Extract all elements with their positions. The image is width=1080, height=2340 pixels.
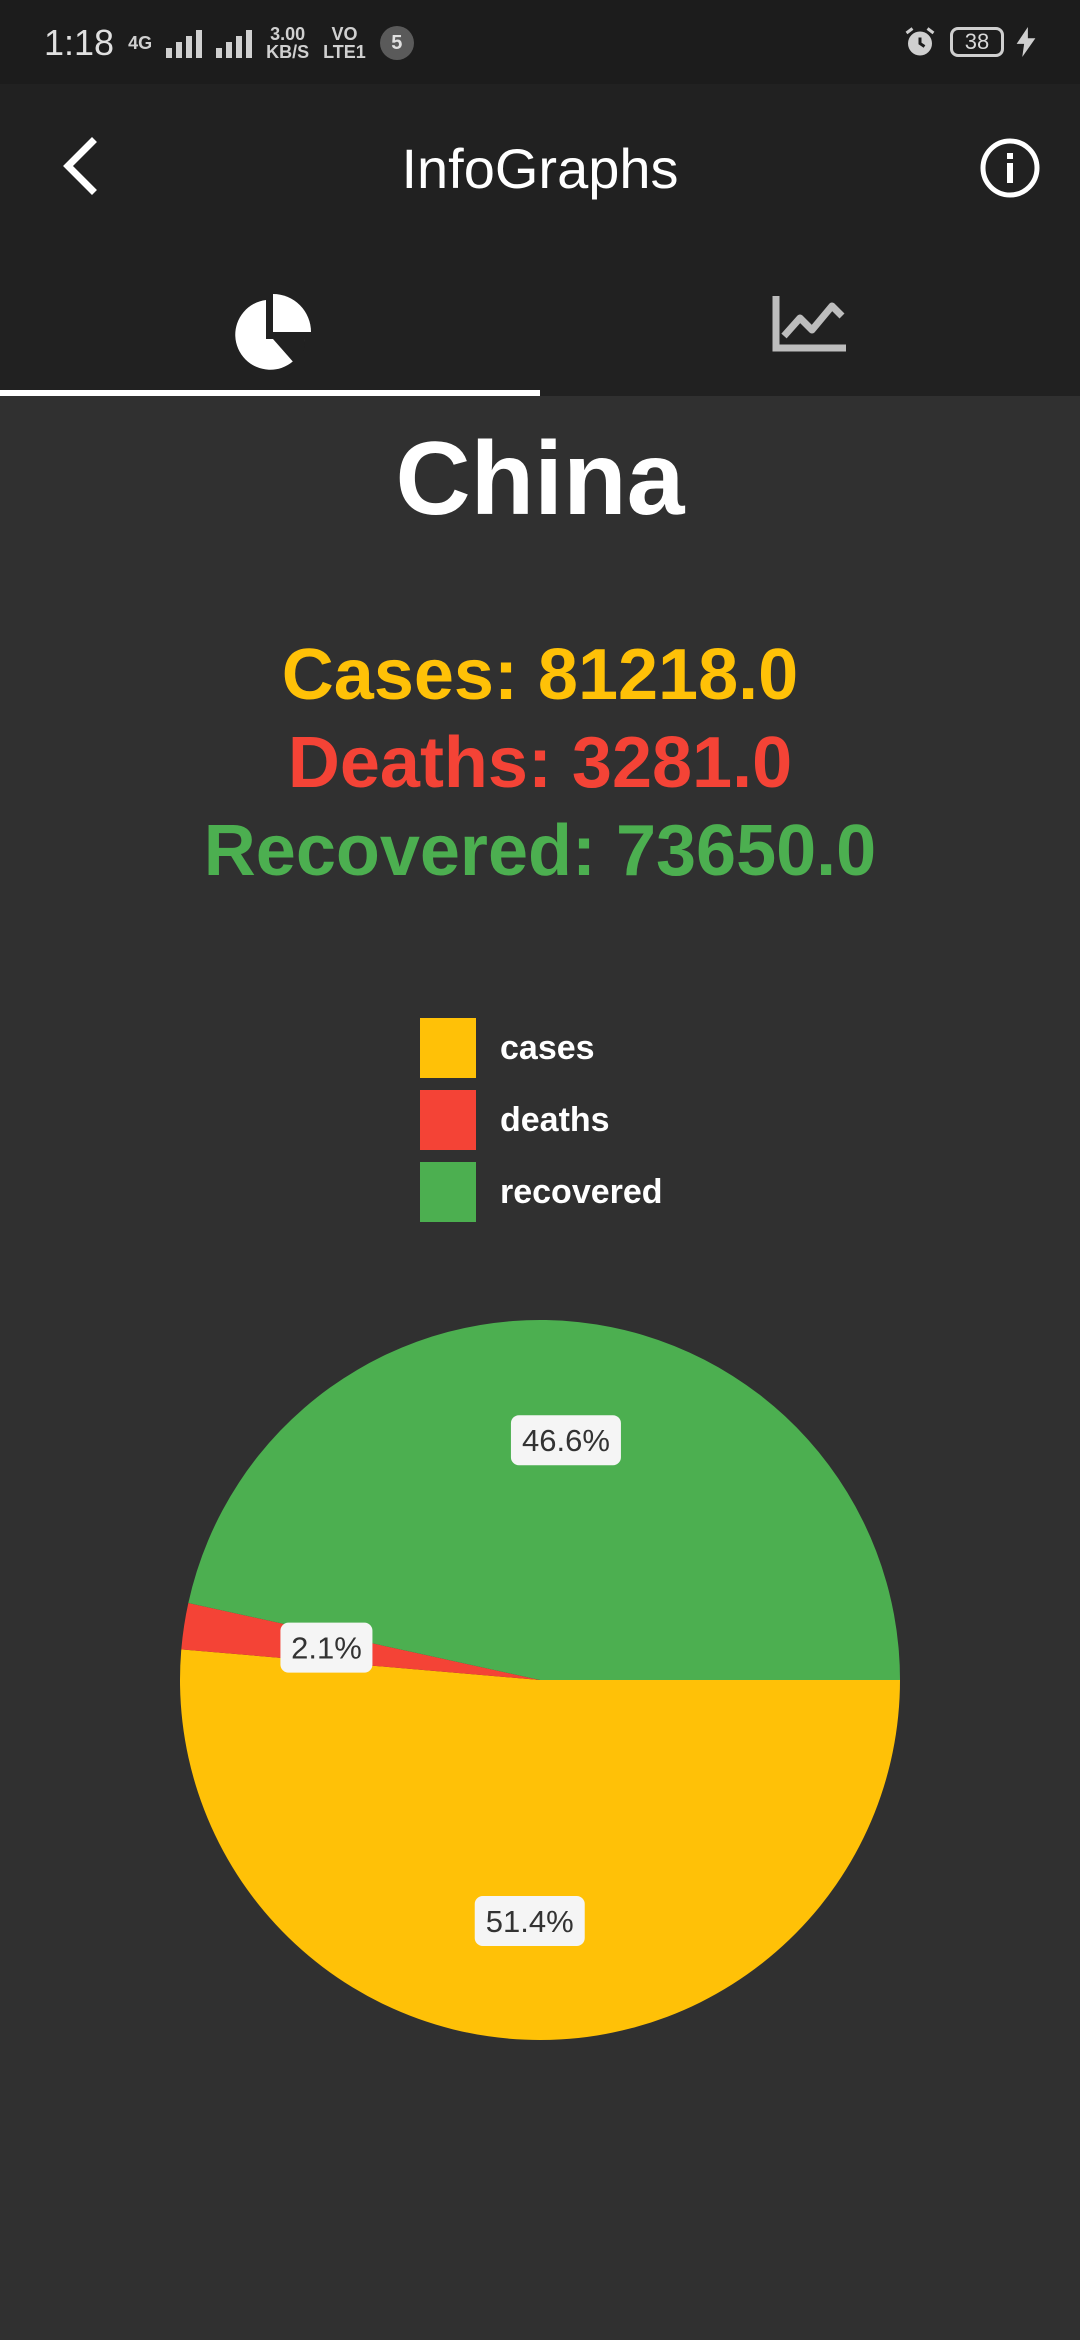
battery-icon: 38 xyxy=(950,27,1004,57)
network-speed-unit: KB/S xyxy=(266,42,310,62)
volte-label: VO xyxy=(331,24,358,44)
pie-label-recovered: 46.6% xyxy=(510,1415,621,1466)
chart-legend: cases deaths recovered xyxy=(420,1012,663,1228)
alarm-icon xyxy=(905,27,935,56)
signal-icon xyxy=(166,28,203,58)
pie-chart-svg: 51.4% 2.1% 46.6% xyxy=(179,1320,900,2041)
pie-slice-cases[interactable] xyxy=(179,1649,900,2041)
legend-swatch-cases xyxy=(420,1018,476,1078)
status-bar: 1:18 4G 3.00 KB/S VO LTE1 5 38 xyxy=(0,0,1080,84)
charging-icon xyxy=(1016,27,1036,57)
trending-chart-icon xyxy=(772,296,846,352)
notification-count-badge: 5 xyxy=(379,26,414,60)
pie-chart: 51.4% 2.1% 46.6% xyxy=(0,1300,1080,2060)
network-speed: 3.00 KB/S xyxy=(266,25,309,61)
legend-label-cases: cases xyxy=(500,1028,595,1067)
cases-stat: Cases: 81218.0 xyxy=(281,635,799,715)
legend-swatch-recovered xyxy=(420,1162,476,1222)
pie-label-cases: 51.4% xyxy=(474,1895,585,1946)
legend-label-deaths: deaths xyxy=(500,1100,610,1139)
back-button[interactable] xyxy=(52,134,116,198)
tab-trend-chart[interactable] xyxy=(540,258,1080,396)
tab-indicator xyxy=(0,390,540,396)
pie-label-text-deaths: 2.1% xyxy=(291,1631,362,1666)
signal-icon-2 xyxy=(216,28,253,58)
app-title: InfoGraphs xyxy=(401,137,679,200)
legend-item-cases[interactable]: cases xyxy=(420,1012,663,1084)
volte-sub-label: LTE1 xyxy=(323,42,366,62)
tab-pie-chart[interactable] xyxy=(0,258,540,396)
info-button[interactable] xyxy=(978,136,1042,200)
legend-item-recovered[interactable]: recovered xyxy=(420,1156,663,1228)
status-bar-left: 1:18 4G 3.00 KB/S VO LTE1 5 xyxy=(44,22,414,64)
deaths-stat: Deaths: 3281.0 xyxy=(287,723,793,803)
pie-label-box-recovered xyxy=(510,1415,621,1466)
app-bar: InfoGraphs xyxy=(0,84,1080,396)
back-arrow-icon xyxy=(63,137,97,195)
pie-label-deaths: 2.1% xyxy=(280,1622,373,1673)
pie-label-box-cases xyxy=(474,1895,585,1946)
pie-label-text-cases: 51.4% xyxy=(486,1904,574,1939)
status-time: 1:18 xyxy=(44,22,115,63)
legend-swatch-deaths xyxy=(420,1090,476,1150)
pie-label-box-deaths xyxy=(280,1622,373,1673)
pie-slice-recovered[interactable] xyxy=(188,1320,900,1680)
info-icon xyxy=(980,138,1040,198)
pie-chart-icon xyxy=(235,294,311,370)
legend-item-deaths[interactable]: deaths xyxy=(420,1084,663,1156)
recovered-stat: Recovered: 73650.0 xyxy=(203,811,877,891)
network-speed-value: 3.00 xyxy=(270,24,306,44)
network-type: 4G xyxy=(128,33,153,53)
status-bar-right: 38 xyxy=(902,24,1036,60)
country-name: China xyxy=(395,421,685,537)
pie-label-text-recovered: 46.6% xyxy=(522,1423,610,1458)
legend-label-recovered: recovered xyxy=(500,1172,663,1211)
volte-indicator: VO LTE1 xyxy=(323,25,366,61)
